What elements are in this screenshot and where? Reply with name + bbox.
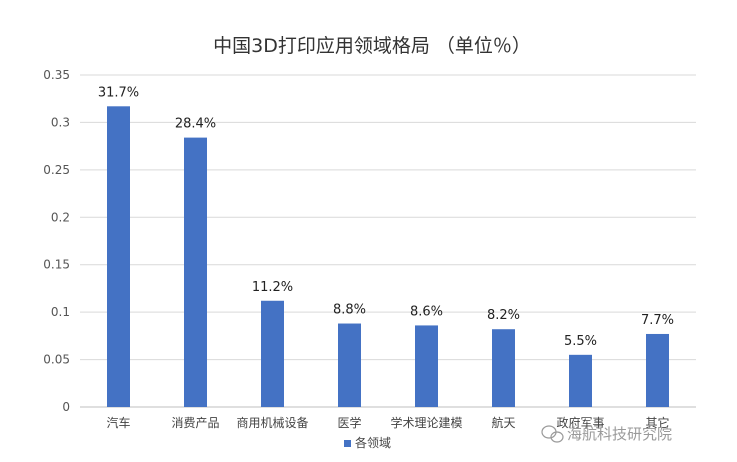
- x-category-label: 航天: [491, 415, 515, 430]
- y-tick-label: 0.1: [51, 305, 70, 319]
- x-axis-categories: 汽车 消费产品 商用机械设备 医学 学术理论建模 航天 政府军事 其它: [106, 415, 669, 430]
- x-category-label: 消费产品: [171, 416, 219, 430]
- data-label: 11.2%: [252, 280, 293, 295]
- y-tick-label: 0.15: [43, 258, 70, 272]
- data-label: 8.8%: [333, 303, 366, 318]
- bar: [646, 333, 669, 407]
- y-tick-label: 0.35: [43, 68, 70, 82]
- data-label: 31.7%: [98, 85, 139, 100]
- y-tick-label: 0: [62, 400, 70, 414]
- watermark: 海航科技研究院: [541, 425, 672, 443]
- y-tick-label: 0.25: [43, 163, 70, 177]
- data-label: 8.6%: [410, 304, 443, 319]
- y-tick-label: 0.3: [51, 115, 70, 129]
- x-category-label: 学术理论建模: [390, 415, 462, 430]
- legend-swatch: [344, 440, 351, 447]
- legend-label: 各领域: [355, 435, 391, 450]
- y-axis-ticks: 0 0.05 0.1 0.15 0.2 0.25 0.3 0.35: [43, 68, 70, 414]
- data-labels: 31.7% 28.4% 11.2% 8.8% 8.6% 8.2% 5.5% 7.7%: [98, 85, 674, 349]
- bars: [107, 106, 669, 407]
- bar: [492, 329, 515, 407]
- bar: [338, 323, 361, 407]
- data-label: 8.2%: [487, 308, 520, 323]
- watermark-text: 海航科技研究院: [567, 425, 672, 443]
- gridlines: [80, 74, 696, 408]
- wechat-icon: [541, 425, 564, 443]
- y-tick-label: 0.2: [51, 210, 70, 224]
- bar: [184, 137, 207, 407]
- y-tick-label: 0.05: [43, 353, 70, 367]
- bar: [569, 354, 592, 407]
- legend: 各领域: [344, 435, 391, 450]
- data-label: 7.7%: [641, 313, 674, 328]
- bar: [415, 325, 438, 407]
- bar: [261, 300, 284, 407]
- x-category-label: 政府军事: [556, 415, 604, 430]
- x-category-label: 汽车: [106, 415, 130, 430]
- data-label: 5.5%: [564, 334, 597, 349]
- x-category-label: 商用机械设备: [236, 415, 308, 430]
- x-category-label: 医学: [337, 415, 361, 430]
- chart-title: 中国3D打印应用领域格局 （单位％）: [213, 35, 531, 57]
- bar: [107, 106, 130, 407]
- x-category-label: 其它: [645, 415, 669, 430]
- data-label: 28.4%: [175, 117, 216, 132]
